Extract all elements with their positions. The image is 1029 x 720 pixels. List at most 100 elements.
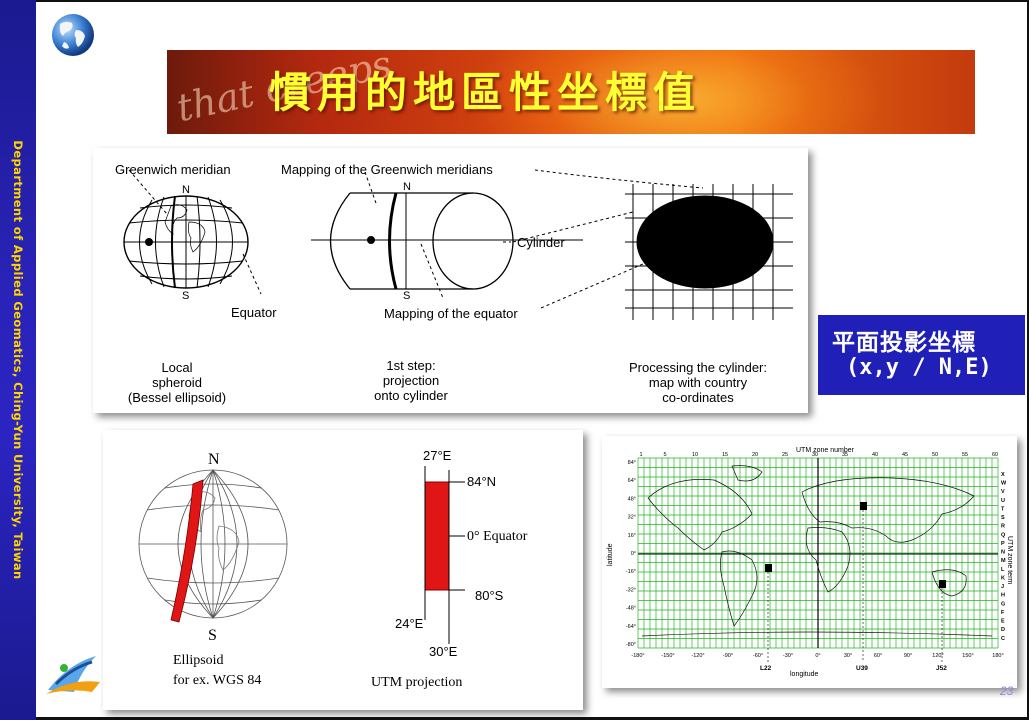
zone-letter-label: V xyxy=(1001,489,1005,495)
callout-coordinates: (x,y / N,E) xyxy=(846,355,992,380)
longitude-axis-label: longitude xyxy=(790,671,819,678)
lon-left-label: 24°E xyxy=(395,616,424,631)
sidebar: Department of Applied Geomatics, Ching-Y… xyxy=(0,0,36,720)
caption-ellipsoid-line2: for ex. WGS 84 xyxy=(173,673,261,688)
longitude-tick-label: -60° xyxy=(753,653,763,659)
latitude-tick-label: -16° xyxy=(626,569,636,575)
longitude-tick-label: 60° xyxy=(874,653,882,659)
latitude-tick-label: 84° xyxy=(628,460,636,466)
top-border xyxy=(0,0,1029,2)
zone-number-label: 1 xyxy=(639,452,642,458)
zone-letter-label: U xyxy=(1001,498,1005,504)
marker-j52-label: J52 xyxy=(936,665,947,672)
caption-processing-line2: map with country xyxy=(649,375,748,390)
zone-letter-label: G xyxy=(1001,601,1005,607)
zone-letter-label: C xyxy=(1001,636,1005,642)
latitude-tick-label: 16° xyxy=(628,533,636,539)
zone-letter-label: E xyxy=(1001,619,1005,625)
marker-j52-box xyxy=(939,580,946,588)
caption-local-line1: Local xyxy=(161,360,192,375)
zone-number-label: 35 xyxy=(842,452,848,458)
zone-number-label: 60 xyxy=(992,452,998,458)
zone-letter-label: K xyxy=(1001,575,1005,581)
caption-step-line1: 1st step: xyxy=(386,358,435,373)
zone-number-label: 20 xyxy=(752,452,758,458)
page-number: 23 xyxy=(1000,684,1014,698)
cylinder-label: Cylinder xyxy=(517,235,565,250)
longitude-tick-label: 0° xyxy=(815,653,820,659)
longitude-tick-label: 120° xyxy=(932,653,943,659)
longitude-tick-label: -90° xyxy=(723,653,733,659)
title-banner: that creeps xyxy=(167,50,975,134)
sidebar-department-text: Department of Applied Geomatics, Ching-Y… xyxy=(11,140,25,580)
utm-world-map: UTM zone number 1 5 10 15 20 25 30 35 40 45 50 55 60… xyxy=(602,436,1017,688)
utm-zone-figure: N S 27°E 84°N 0° Equator 80°S 24°E 30°E … xyxy=(103,430,583,710)
caption-processing-line1: Processing the cylinder: xyxy=(629,360,767,375)
zone-letter-label: L xyxy=(1001,567,1005,573)
zone-number-label: 30 xyxy=(812,452,818,458)
lon-bottom-label: 30°E xyxy=(429,644,458,659)
longitude-tick-label: 180° xyxy=(992,653,1003,659)
zone-number-label: 45 xyxy=(902,452,908,458)
caption-processing-line3: co-ordinates xyxy=(662,390,734,405)
bottom-border xyxy=(0,717,1029,720)
marker-l22-label: L22 xyxy=(760,665,772,672)
globe-north-label: N xyxy=(208,451,220,468)
globe-south-label: S xyxy=(208,627,217,644)
zone-number-label: 50 xyxy=(932,452,938,458)
latitude-tick-label: 48° xyxy=(628,496,636,502)
zone-number-label: 15 xyxy=(722,452,728,458)
zone-letter-label: H xyxy=(1001,593,1005,599)
right-border xyxy=(1027,0,1029,720)
slide-title: 慣用的地區性坐標值 xyxy=(268,68,701,117)
lat-top-label: 84°N xyxy=(467,474,496,489)
utm-zone-term-label: UTM zone term xyxy=(1006,536,1013,584)
cylinder-north-label: N xyxy=(403,181,411,193)
zone-letter-label: W xyxy=(1001,481,1007,487)
lat-bottom-label: 80°S xyxy=(475,588,504,603)
zone-letter-label: P xyxy=(1001,541,1005,547)
zone-letter-label: F xyxy=(1001,610,1005,616)
zone-number-label: 25 xyxy=(782,452,788,458)
latitude-tick-label: -64° xyxy=(626,624,636,630)
latitude-tick-label: 64° xyxy=(628,478,636,484)
zone-letter-label: S xyxy=(1001,515,1005,521)
zone-letter-label: D xyxy=(1001,627,1005,633)
latitude-tick-label: 32° xyxy=(628,515,636,521)
cylinder-projection-figure: Greenwich meridian Mapping of the Greenw… xyxy=(93,148,808,413)
latitude-tick-label: -48° xyxy=(626,606,636,612)
zone-number-label: 40 xyxy=(872,452,878,458)
zone-letter-label: T xyxy=(1001,506,1005,512)
south-label: S xyxy=(182,290,189,302)
marker-u39-box xyxy=(860,502,867,510)
zone-letter-label: Q xyxy=(1001,532,1006,538)
mapping-greenwich-label: Mapping of the Greenwich meridians xyxy=(281,162,493,177)
world-coastlines xyxy=(641,465,993,637)
zone-number-label: 5 xyxy=(663,452,666,458)
lon-top-label: 27°E xyxy=(423,448,452,463)
projected-coordinates-callout: 平面投影坐標 (x,y / N,E) xyxy=(818,315,1025,395)
caption-ellipsoid-line1: Ellipsoid xyxy=(173,653,224,668)
latitude-tick-label: -80° xyxy=(626,642,636,648)
longitude-tick-label: -150° xyxy=(661,653,674,659)
longitude-tick-label: 90° xyxy=(904,653,912,659)
zone-letter-label: N xyxy=(1001,550,1005,556)
latitude-tick-label: -32° xyxy=(626,587,636,593)
greenwich-meridian-label: Greenwich meridian xyxy=(115,162,231,177)
equator-label: Equator xyxy=(231,305,277,320)
caption-step-line3: onto cylinder xyxy=(374,388,448,403)
longitude-tick-label: -120° xyxy=(691,653,704,659)
zone-letter-label: X xyxy=(1001,472,1005,478)
longitude-tick-label: -30° xyxy=(783,653,793,659)
caption-utm-projection: UTM projection xyxy=(371,675,462,690)
utm-equator-label: 0° Equator xyxy=(467,529,528,544)
zone-number-label: 10 xyxy=(692,452,698,458)
caption-local-line3: (Bessel ellipsoid) xyxy=(128,390,226,405)
caption-step-line2: projection xyxy=(383,373,439,388)
latitude-tick-label: 0° xyxy=(631,551,636,557)
zone-letter-label: R xyxy=(1001,524,1005,530)
longitude-tick-label: 150° xyxy=(962,653,973,659)
latitude-axis-label: latitude xyxy=(607,543,614,566)
callout-title: 平面投影坐標 xyxy=(832,330,976,356)
marker-u39-label: U39 xyxy=(856,665,868,672)
